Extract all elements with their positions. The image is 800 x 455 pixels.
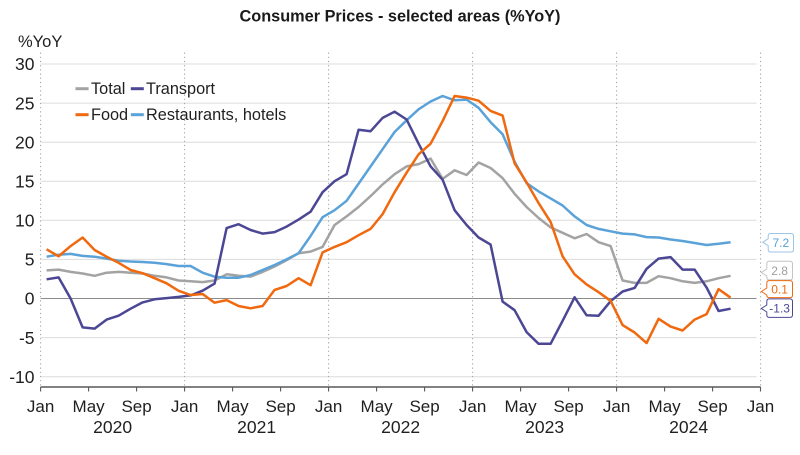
- svg-text:Transport: Transport: [146, 80, 216, 98]
- svg-text:-1.3: -1.3: [769, 301, 790, 315]
- svg-text:2020: 2020: [93, 417, 132, 437]
- svg-text:Jan: Jan: [315, 397, 342, 416]
- svg-text:0.1: 0.1: [771, 282, 788, 296]
- svg-text:May: May: [649, 397, 682, 416]
- svg-text:May: May: [505, 397, 538, 416]
- svg-text:2022: 2022: [381, 417, 420, 437]
- svg-text:2024: 2024: [669, 417, 708, 437]
- svg-text:10: 10: [15, 211, 35, 231]
- svg-text:2.8: 2.8: [771, 264, 788, 278]
- svg-text:25: 25: [15, 93, 34, 113]
- svg-text:30: 30: [15, 54, 35, 74]
- svg-text:Jan: Jan: [459, 397, 486, 416]
- svg-text:Sep: Sep: [697, 397, 727, 416]
- svg-text:%YoY: %YoY: [18, 33, 62, 51]
- svg-text:Sep: Sep: [553, 397, 583, 416]
- svg-text:May: May: [361, 397, 394, 416]
- svg-text:-10: -10: [9, 367, 35, 387]
- svg-text:Sep: Sep: [121, 397, 151, 416]
- svg-text:5: 5: [25, 250, 35, 270]
- svg-text:May: May: [217, 397, 250, 416]
- svg-text:Restaurants, hotels: Restaurants, hotels: [146, 106, 286, 124]
- svg-text:7.2: 7.2: [773, 236, 790, 250]
- svg-text:Sep: Sep: [409, 397, 439, 416]
- svg-text:Jan: Jan: [747, 397, 774, 416]
- svg-text:20: 20: [15, 132, 35, 152]
- svg-text:-5: -5: [19, 328, 35, 348]
- svg-text:Jan: Jan: [603, 397, 630, 416]
- svg-text:Sep: Sep: [265, 397, 295, 416]
- svg-text:Jan: Jan: [27, 397, 54, 416]
- svg-text:Total: Total: [91, 80, 125, 98]
- svg-text:Jan: Jan: [171, 397, 198, 416]
- svg-text:15: 15: [15, 171, 34, 191]
- svg-text:Food: Food: [91, 106, 128, 124]
- svg-text:2023: 2023: [525, 417, 564, 437]
- svg-text:0: 0: [25, 289, 35, 309]
- svg-text:Consumer Prices - selected are: Consumer Prices - selected areas (%YoY): [240, 8, 561, 26]
- svg-text:2021: 2021: [237, 417, 276, 437]
- svg-text:May: May: [73, 397, 106, 416]
